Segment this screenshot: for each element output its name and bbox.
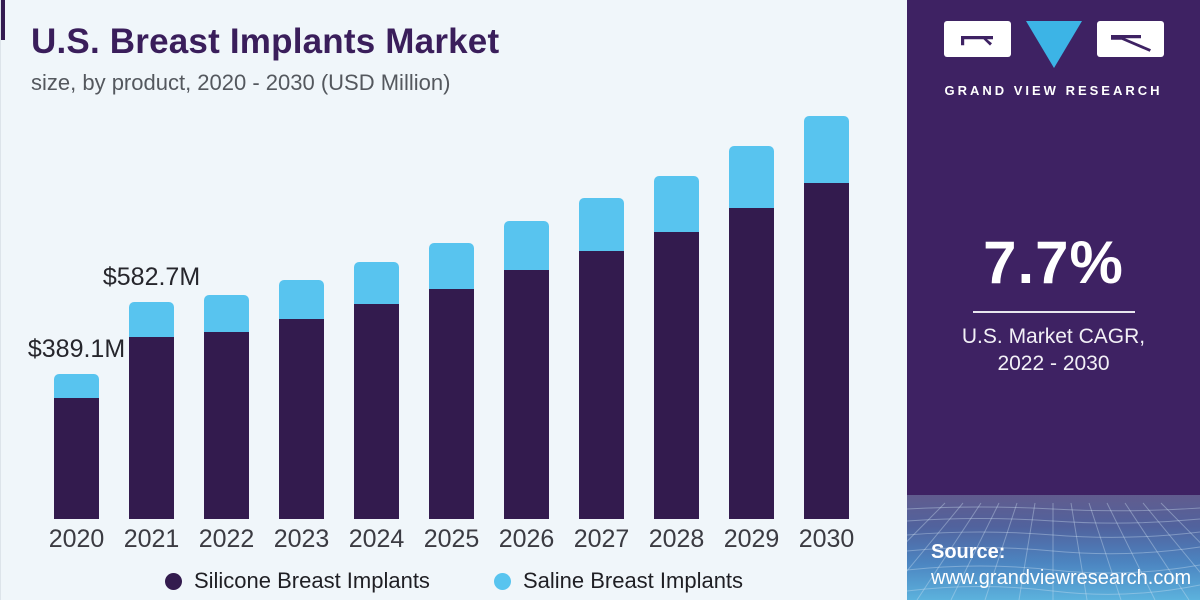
x-axis-label-2022: 2022 [198,525,255,553]
cagr-caption-line1: U.S. Market CAGR, [961,325,1146,348]
cagr-block: 7.7% U.S. Market CAGR, 2022 - 2030 [907,228,1200,378]
bar-column-2022: 2022 [199,295,254,554]
left-edge-accent [1,0,5,40]
bar-2025 [429,243,474,519]
x-axis-label-2021: 2021 [123,525,180,553]
page-subtitle: size, by product, 2020 - 2030 (USD Milli… [31,70,451,95]
x-axis-label-2030: 2030 [798,525,855,553]
legend-label-silicone: Silicone Breast Implants [193,568,430,593]
legend-label-saline: Saline Breast Implants [522,568,744,593]
mesh-graphic: Source: www.grandviewresearch.com [907,495,1200,600]
x-axis-label-2027: 2027 [573,525,630,553]
bar-2024 [354,261,399,519]
gvr-logo-v-icon [1025,21,1082,68]
legend-item-silicone: Silicone Breast Implants [164,568,430,594]
saline-segment-2027 [579,198,624,252]
silicone-segment-2030 [804,182,849,519]
bar-2022 [204,295,249,519]
brand-name: GRAND VIEW RESEARCH [944,83,1163,98]
silicone-segment-2025 [429,288,474,519]
bar-column-2024: 2024 [349,261,404,554]
silicone-segment-2020 [54,397,99,519]
x-axis-label-2024: 2024 [348,525,405,553]
bar-column-2025: 2025 [424,243,479,554]
x-axis-label-2029: 2029 [723,525,780,553]
x-axis-label-2023: 2023 [273,525,330,553]
x-axis-label-2026: 2026 [498,525,555,553]
chart-panel: U.S. Breast Implants Market size, by pro… [0,0,907,600]
saline-segment-2021 [129,301,174,338]
bar-2023 [279,280,324,519]
stacked-bar-chart: 2020 2021 2022 2023 2024 2025 2026 2027 2028 2029… [1,114,907,554]
bar-2021 [129,301,174,519]
bar-2027 [579,198,624,519]
saline-segment-2030 [804,116,849,183]
legend-item-saline: Saline Breast Implants [493,568,744,594]
bar-2029 [729,146,774,519]
bar-column-2030: 2030 [799,116,854,554]
source-box: Source: www.grandviewresearch.com [931,541,1191,590]
silicone-segment-2023 [279,319,324,519]
bar-2028 [654,175,699,519]
silicone-segment-2027 [579,251,624,519]
bar-column-2021: 2021 [124,301,179,554]
saline-segment-2024 [354,261,399,305]
gvr-logo: GRAND VIEW RESEARCH [907,0,1200,98]
saline-segment-2022 [204,295,249,333]
saline-legend-dot-icon [493,572,511,590]
saline-segment-2029 [729,146,774,208]
bar-column-2020: 2020 [49,373,104,554]
silicone-segment-2024 [354,304,399,519]
bar-2020 [54,373,99,519]
bar-column-2029: 2029 [724,146,779,554]
saline-segment-2026 [504,220,549,270]
chart-header: U.S. Breast Implants Market size, by pro… [1,0,907,96]
cagr-value: 7.7% [983,229,1124,296]
gvr-logo-g-icon [943,21,1011,57]
source-url: www.grandviewresearch.com [931,567,1192,589]
cagr-caption-line2: 2022 - 2030 [997,352,1110,376]
gvr-logo-r-icon [1096,21,1164,57]
bar-column-2028: 2028 [649,175,704,554]
value-annotation-2021: $582.7M [102,262,201,291]
saline-segment-2025 [429,243,474,289]
cagr-divider [972,311,1135,313]
bars-row: 2020 2021 2022 2023 2024 2025 2026 2027 2028 2029… [49,114,854,554]
page-title: U.S. Breast Implants Market [31,22,500,61]
cagr-caption: U.S. Market CAGR, 2022 - 2030 [907,323,1200,378]
silicone-segment-2021 [129,337,174,519]
saline-segment-2023 [279,280,324,320]
bar-2030 [804,116,849,519]
saline-segment-2028 [654,175,699,233]
x-axis-label-2028: 2028 [648,525,705,553]
brand-sidebar: GRAND VIEW RESEARCH 7.7% U.S. Market CAG… [907,0,1200,600]
bar-column-2027: 2027 [574,198,629,554]
bar-column-2026: 2026 [499,220,554,554]
silicone-segment-2028 [654,232,699,519]
source-label: Source: [931,541,1006,563]
perspective-grid-icon [907,502,1200,600]
saline-segment-2020 [54,373,99,398]
value-annotation-2020: $389.1M [27,334,126,363]
x-axis-label-2020: 2020 [48,525,105,553]
silicone-segment-2029 [729,207,774,519]
x-axis-label-2025: 2025 [423,525,480,553]
silicone-segment-2026 [504,269,549,519]
silicone-legend-dot-icon [164,572,182,590]
gvr-logo-marks [943,21,1164,71]
bar-2026 [504,220,549,519]
bar-column-2023: 2023 [274,280,329,554]
chart-legend: Silicone Breast Implants Saline Breast I… [1,568,907,594]
silicone-segment-2022 [204,332,249,519]
